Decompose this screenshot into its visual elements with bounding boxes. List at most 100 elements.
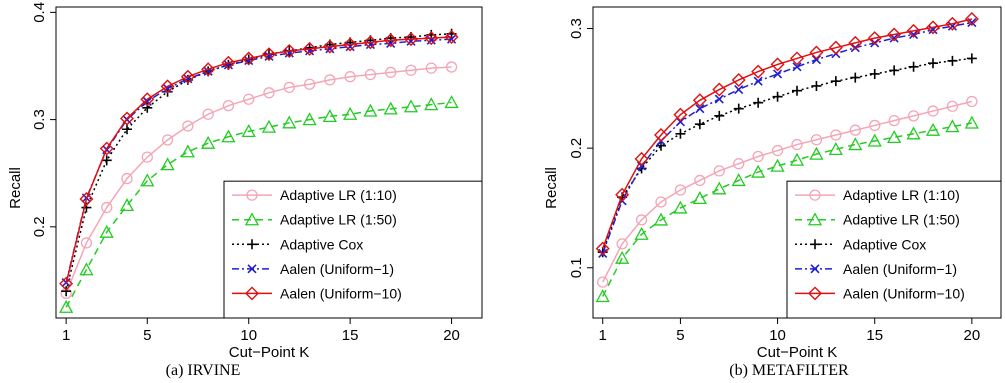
data-point	[828, 141, 843, 155]
data-point	[925, 122, 941, 136]
data-point	[734, 84, 744, 95]
data-point	[770, 57, 785, 72]
y-tick-label: 0.2	[31, 216, 48, 237]
data-point	[811, 80, 822, 91]
data-point	[634, 151, 649, 166]
data-point	[282, 115, 297, 129]
x-tick-label: 5	[676, 327, 684, 344]
y-tick-label: 0.3	[568, 18, 585, 39]
data-point	[674, 184, 687, 196]
data-point	[928, 58, 938, 69]
series-0	[597, 95, 978, 288]
data-point	[848, 35, 863, 50]
data-point	[945, 16, 960, 31]
data-point	[751, 64, 766, 79]
figure-caption: (a) IRVINE	[166, 362, 241, 379]
data-point	[867, 133, 882, 147]
data-point	[241, 124, 256, 138]
data-point	[597, 276, 609, 288]
data-point	[810, 134, 823, 146]
data-point	[101, 201, 113, 214]
data-point	[964, 11, 979, 26]
data-point	[201, 135, 216, 149]
data-point	[182, 120, 194, 132]
series-line	[602, 21, 972, 254]
series-4	[595, 11, 979, 256]
data-point	[830, 76, 841, 87]
data-point	[869, 68, 880, 79]
legend-marker	[247, 264, 257, 274]
data-point	[809, 45, 824, 60]
data-point	[773, 69, 783, 79]
data-point	[425, 62, 437, 74]
data-point	[830, 129, 842, 141]
data-point	[772, 91, 783, 102]
data-point	[363, 103, 378, 117]
data-point	[869, 119, 881, 132]
data-point	[80, 237, 93, 249]
series-line	[602, 100, 973, 283]
data-point	[694, 174, 706, 187]
data-point	[966, 95, 978, 108]
legend-box	[223, 180, 483, 319]
data-point	[792, 85, 802, 96]
data-point	[753, 76, 763, 86]
x-tick-label: 15	[342, 327, 359, 344]
data-point	[811, 55, 821, 65]
data-point	[598, 248, 608, 258]
data-point	[654, 127, 668, 142]
data-point	[101, 155, 112, 166]
data-point	[141, 151, 153, 163]
data-point	[221, 129, 236, 143]
data-point	[713, 165, 725, 177]
data-point	[771, 144, 784, 157]
legend-label: Aalen (Uniform−1)	[280, 261, 394, 277]
x-tick-label: 15	[866, 327, 883, 344]
legend: Adaptive LR (1:10) Adaptive LR (1:50) Adap…	[223, 180, 483, 319]
y-tick-label: 0.3	[31, 109, 48, 130]
data-point	[120, 111, 134, 126]
data-point	[655, 196, 667, 208]
y-axis-label: Recall	[7, 167, 24, 209]
data-point	[140, 92, 155, 107]
legend-label: Aalen (Uniform−10)	[843, 285, 965, 301]
data-point	[403, 99, 419, 113]
data-point	[343, 37, 358, 52]
data-point	[906, 126, 921, 140]
data-point	[888, 114, 900, 127]
x-axis-label: Cut−Point K	[757, 344, 837, 361]
data-point	[121, 172, 133, 185]
data-point	[615, 187, 630, 202]
data-point	[595, 241, 610, 256]
data-point	[966, 53, 977, 64]
data-point	[692, 93, 707, 108]
data-point	[792, 62, 802, 72]
data-point	[752, 150, 764, 163]
data-point	[160, 157, 175, 171]
data-point	[222, 100, 235, 112]
series-line	[65, 101, 452, 308]
data-point	[303, 78, 316, 90]
data-point	[731, 173, 746, 187]
data-point	[695, 104, 705, 114]
legend-marker	[246, 189, 258, 201]
series-4	[59, 30, 459, 291]
data-point	[383, 33, 398, 48]
data-point	[616, 238, 628, 250]
data-point	[634, 226, 649, 240]
legend-label: Adaptive LR (1:10)	[843, 187, 960, 203]
data-point	[712, 82, 727, 97]
data-point	[733, 103, 744, 114]
data-point	[140, 173, 155, 187]
data-point	[142, 96, 152, 106]
legend-label: Aalen (Uniform−10)	[280, 285, 402, 301]
data-point	[848, 137, 863, 151]
legend-label: Adaptive LR (1:50)	[843, 212, 960, 228]
data-point	[243, 93, 255, 105]
data-point	[964, 115, 979, 129]
data-point	[302, 41, 317, 56]
legend-marker	[244, 212, 260, 226]
data-point	[731, 72, 746, 87]
legend-marker	[247, 239, 257, 250]
data-point	[201, 62, 216, 77]
